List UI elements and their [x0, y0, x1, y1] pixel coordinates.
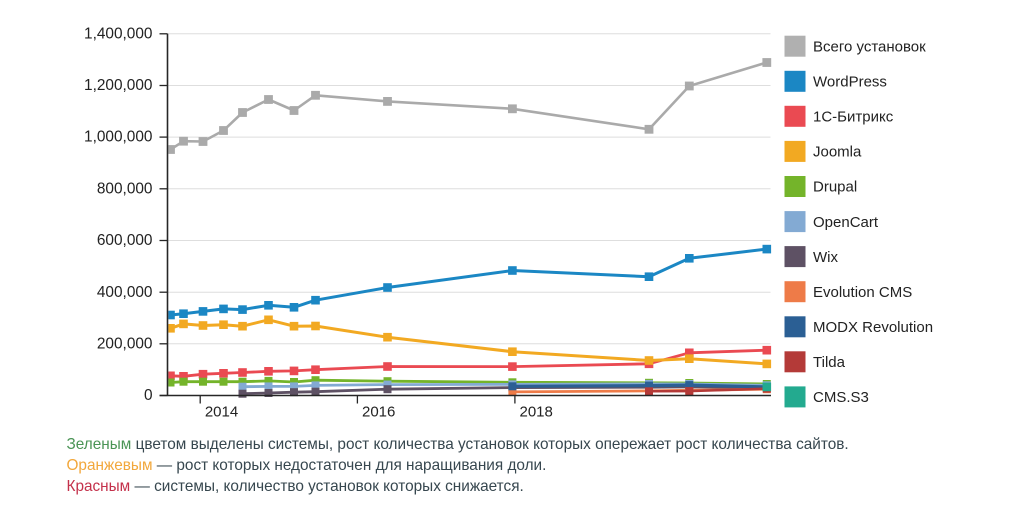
svg-text:Drupal: Drupal	[813, 179, 857, 196]
svg-text:Оранжевым — рост которых недос: Оранжевым — рост которых недостаточен дл…	[67, 457, 547, 474]
svg-text:0: 0	[144, 387, 153, 404]
svg-text:2014: 2014	[205, 404, 238, 421]
svg-text:CMS.S3: CMS.S3	[813, 389, 869, 406]
svg-text:MODX Revolution: MODX Revolution	[813, 319, 933, 336]
svg-text:1,400,000: 1,400,000	[84, 25, 152, 42]
svg-text:600,000: 600,000	[97, 232, 153, 249]
svg-text:1,200,000: 1,200,000	[84, 77, 152, 94]
svg-text:800,000: 800,000	[97, 180, 153, 197]
svg-text:1С-Битрикс: 1С-Битрикс	[813, 109, 894, 126]
svg-text:200,000: 200,000	[97, 335, 153, 352]
svg-text:Wix: Wix	[813, 249, 838, 266]
svg-text:2016: 2016	[362, 404, 395, 421]
svg-text:Красным — системы, количество: Красным — системы, количество установок …	[67, 478, 524, 495]
svg-text:OpenCart: OpenCart	[813, 214, 879, 231]
svg-text:Joomla: Joomla	[813, 144, 862, 161]
svg-text:Tilda: Tilda	[813, 354, 846, 371]
svg-text:1,000,000: 1,000,000	[84, 129, 152, 146]
svg-text:Evolution CMS: Evolution CMS	[813, 284, 912, 301]
svg-text:WordPress: WordPress	[813, 74, 887, 91]
svg-text:2018: 2018	[520, 404, 553, 421]
svg-text:Всего установок: Всего установок	[813, 38, 926, 55]
svg-text:Зеленым цветом выделены систем: Зеленым цветом выделены системы, рост ко…	[67, 436, 849, 453]
svg-text:400,000: 400,000	[97, 284, 153, 301]
